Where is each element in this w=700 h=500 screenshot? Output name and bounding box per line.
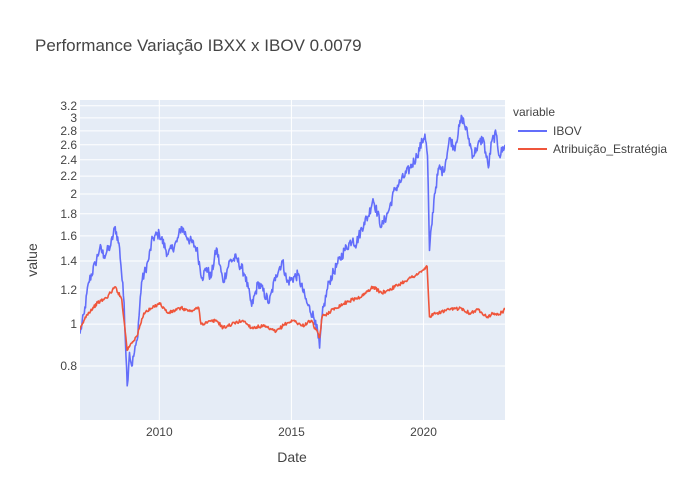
plot-background xyxy=(80,100,505,420)
legend-item-atribuicao-estrategia[interactable]: Atribuição_Estratégia xyxy=(518,142,667,156)
tick-layer: 0.8 1 1.2 1.4 1.6 1.8 2 2.2 2.42.62.833.2 2010 201… xyxy=(60,99,437,439)
y-tick-label-6: 2 xyxy=(70,187,77,201)
y-tick-label-7: 2.2 xyxy=(60,169,77,183)
y-tick-label-9: 2.6 xyxy=(60,138,77,152)
y-tick-label-4: 1.6 xyxy=(60,229,77,243)
grid-layer xyxy=(80,100,505,420)
y-tick-label-10: 2.8 xyxy=(60,124,77,138)
x-axis-title: Date xyxy=(277,449,307,465)
legend-title: variable xyxy=(513,105,555,119)
y-axis-title: value xyxy=(24,243,40,277)
y-tick-label-11: 3 xyxy=(70,111,77,125)
y-tick-label-2: 1.2 xyxy=(60,283,77,297)
series-line-ibov xyxy=(80,114,505,387)
legend-label-ibov: IBOV xyxy=(553,124,582,138)
x-tick-label-0: 2010 xyxy=(146,425,173,439)
series-layer xyxy=(80,114,505,387)
y-tick-label-8: 2.4 xyxy=(60,153,77,167)
chart-title: Performance Variação IBXX x IBOV 0.0079 xyxy=(35,36,362,55)
series-line-atribuicao-estrategia xyxy=(80,265,505,352)
legend-label-atribuicao-estrategia: Atribuição_Estratégia xyxy=(553,142,667,156)
legend: variable IBOV Atribuição_Estratégia xyxy=(513,105,667,156)
y-tick-label-5: 1.8 xyxy=(60,207,77,221)
y-tick-label-3: 1.4 xyxy=(60,254,77,268)
legend-item-ibov[interactable]: IBOV xyxy=(518,124,582,138)
x-tick-label-2: 2020 xyxy=(410,425,437,439)
y-tick-label-12: 3.2 xyxy=(60,99,77,113)
y-tick-label-1: 1 xyxy=(70,317,77,331)
x-tick-label-1: 2015 xyxy=(278,425,305,439)
y-tick-label-0: 0.8 xyxy=(60,359,77,373)
